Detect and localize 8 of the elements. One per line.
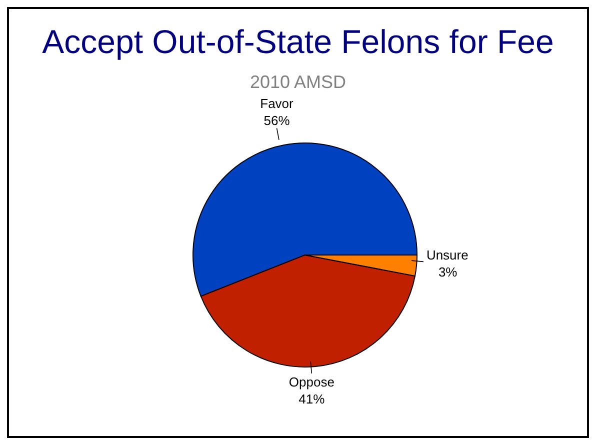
data-label: 56% bbox=[264, 113, 290, 128]
data-label: 41% bbox=[298, 391, 326, 406]
slice-label: Unsure bbox=[426, 248, 468, 263]
chart-subtitle: 2010 AMSD bbox=[248, 71, 348, 93]
slice-label: Oppose bbox=[288, 374, 334, 390]
slice-label: Favor bbox=[260, 96, 294, 112]
data-label: 3% bbox=[438, 264, 458, 280]
chart-title: Accept Out-of-State Felons for Fee bbox=[41, 23, 555, 60]
